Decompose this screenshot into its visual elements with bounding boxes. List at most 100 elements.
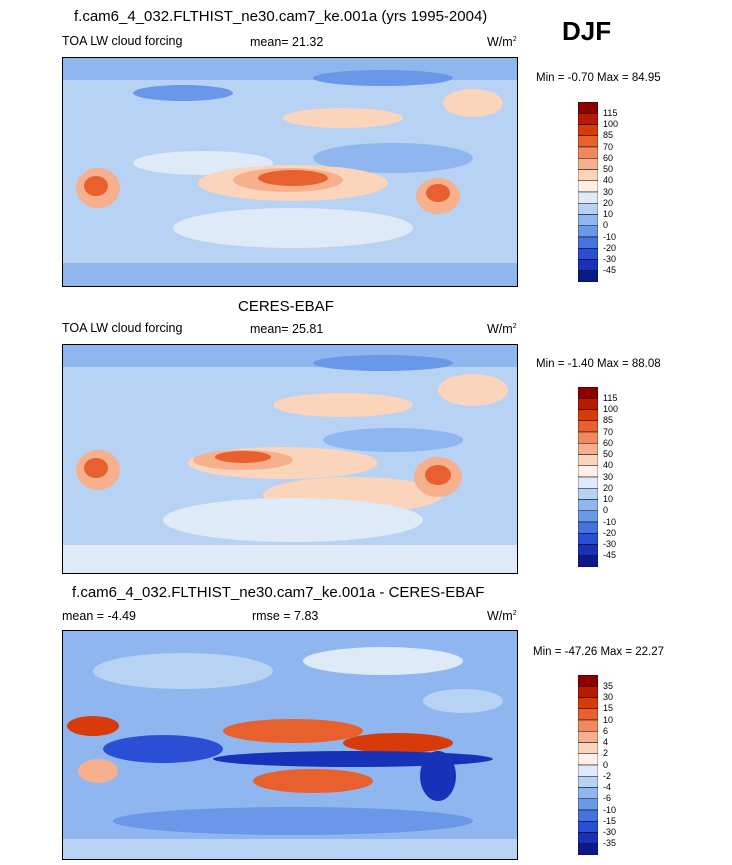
panel2-minmax: Min = -1.40 Max = 88.08 bbox=[536, 358, 661, 370]
colorbar-swatch bbox=[578, 798, 598, 811]
colorbar-tick-label: -30 bbox=[603, 827, 617, 837]
colorbar-tick-label: 30 bbox=[603, 471, 614, 482]
colorbar-swatch bbox=[578, 708, 598, 721]
colorbar-swatch bbox=[578, 420, 598, 433]
panel3-map bbox=[62, 630, 518, 860]
colorbar-tick-label: 10 bbox=[603, 209, 614, 219]
panel2-map bbox=[62, 344, 518, 574]
colorbar-swatch bbox=[578, 510, 598, 523]
colorbar-swatch bbox=[578, 398, 598, 410]
colorbar-tick-label: 2 bbox=[603, 748, 609, 759]
colorbar-swatch bbox=[578, 203, 598, 215]
colorbar-swatch bbox=[578, 753, 598, 766]
colorbar-swatch bbox=[578, 113, 598, 125]
colorbar-tick-label: -10 bbox=[603, 516, 617, 527]
colorbar-tick-label: 50 bbox=[603, 449, 614, 459]
colorbar-tick-label: 70 bbox=[603, 426, 614, 437]
colorbar-swatch bbox=[578, 102, 598, 114]
colorbar-tick-label: 15 bbox=[603, 703, 614, 714]
colorbar-tick-label: 85 bbox=[603, 415, 614, 426]
colorbar-tick-label: 30 bbox=[603, 186, 614, 197]
colorbar-tick-label: 0 bbox=[603, 220, 609, 231]
colorbar-tick-label: -30 bbox=[603, 254, 617, 264]
colorbar-tick-label: 40 bbox=[603, 175, 614, 186]
colorbar-swatch bbox=[578, 533, 598, 545]
colorbar-swatch bbox=[578, 158, 598, 170]
panel1-units: W/m2 bbox=[487, 35, 517, 49]
colorbar-swatch bbox=[578, 146, 598, 159]
colorbar-tick-label: -4 bbox=[603, 782, 612, 792]
colorbar-swatch bbox=[578, 499, 598, 511]
panel1-mean: mean= 21.32 bbox=[250, 35, 324, 49]
panel2-colorbar bbox=[578, 387, 598, 567]
colorbar-swatch bbox=[578, 555, 598, 567]
colorbar-tick-label: -2 bbox=[603, 770, 612, 781]
panel1-title: f.cam6_4_032.FLTHIST_ne30.cam7_ke.001a (… bbox=[74, 8, 488, 25]
colorbar-tick-label: -15 bbox=[603, 815, 617, 826]
colorbar-swatch bbox=[578, 731, 598, 743]
colorbar-swatch bbox=[578, 454, 598, 466]
colorbar-tick-label: -35 bbox=[603, 838, 617, 849]
colorbar-tick-label: 35 bbox=[603, 680, 614, 691]
panel3-colorbar bbox=[578, 675, 598, 855]
colorbar-swatch bbox=[578, 248, 598, 260]
colorbar-swatch bbox=[578, 776, 598, 788]
colorbar-tick-label: 60 bbox=[603, 152, 614, 163]
colorbar-tick-label: 10 bbox=[603, 494, 614, 504]
colorbar-tick-label: 4 bbox=[603, 737, 609, 747]
panel3-rmse: rmse = 7.83 bbox=[252, 609, 319, 623]
colorbar-tick-label: -30 bbox=[603, 539, 617, 549]
colorbar-swatch bbox=[578, 124, 598, 136]
colorbar-tick-label: 100 bbox=[603, 119, 619, 129]
panel2-title: CERES-EBAF bbox=[238, 298, 334, 315]
colorbar-swatch bbox=[578, 214, 598, 226]
colorbar-swatch bbox=[578, 476, 598, 489]
panel1-variable-label: TOA LW cloud forcing bbox=[62, 34, 183, 48]
colorbar-tick-label: -20 bbox=[603, 527, 617, 538]
panel3-mean: mean = -4.49 bbox=[62, 609, 137, 623]
colorbar-swatch bbox=[578, 521, 598, 534]
colorbar-swatch bbox=[578, 488, 598, 500]
colorbar-tick-label: -10 bbox=[603, 231, 617, 242]
colorbar-tick-label: 100 bbox=[603, 404, 619, 414]
colorbar-tick-label: -10 bbox=[603, 804, 617, 815]
colorbar-swatch bbox=[578, 843, 598, 855]
colorbar-tick-label: 115 bbox=[603, 392, 618, 403]
colorbar-swatch bbox=[578, 742, 598, 754]
panel1-map bbox=[62, 57, 518, 287]
panel1-heatmap bbox=[63, 58, 517, 286]
colorbar-swatch bbox=[578, 719, 598, 732]
colorbar-tick-label: 20 bbox=[603, 482, 614, 493]
colorbar-swatch bbox=[578, 409, 598, 421]
panel2-heatmap bbox=[63, 345, 517, 573]
colorbar-swatch bbox=[578, 675, 598, 687]
colorbar-swatch bbox=[578, 832, 598, 844]
season-label: DJF bbox=[562, 16, 612, 46]
colorbar-swatch bbox=[578, 135, 598, 148]
colorbar-swatch bbox=[578, 544, 598, 556]
colorbar-tick-label: -6 bbox=[603, 793, 612, 804]
colorbar-tick-label: 30 bbox=[603, 692, 614, 702]
panel3-title: f.cam6_4_032.FLTHIST_ne30.cam7_ke.001a -… bbox=[72, 584, 485, 601]
colorbar-tick-label: 0 bbox=[603, 759, 609, 770]
colorbar-tick-label: 40 bbox=[603, 460, 614, 471]
colorbar-swatch bbox=[578, 764, 598, 777]
colorbar-tick-label: 6 bbox=[603, 725, 609, 736]
colorbar-swatch bbox=[578, 787, 598, 799]
colorbar-tick-label: 10 bbox=[603, 714, 614, 725]
panel1-colorbar bbox=[578, 102, 598, 282]
colorbar-swatch bbox=[578, 169, 598, 181]
colorbar-swatch bbox=[578, 270, 598, 282]
colorbar-tick-label: 0 bbox=[603, 505, 609, 516]
colorbar-swatch bbox=[578, 191, 598, 204]
colorbar-tick-label: 115 bbox=[603, 107, 618, 118]
panel1-minmax: Min = -0.70 Max = 84.95 bbox=[536, 72, 661, 84]
colorbar-swatch bbox=[578, 180, 598, 193]
panel2-mean: mean= 25.81 bbox=[250, 322, 324, 336]
colorbar-tick-label: -45 bbox=[603, 550, 617, 561]
colorbar-swatch bbox=[578, 387, 598, 399]
colorbar-tick-label: -45 bbox=[603, 265, 617, 276]
colorbar-swatch bbox=[578, 225, 598, 238]
colorbar-tick-label: 85 bbox=[603, 130, 614, 141]
colorbar-tick-label: 60 bbox=[603, 437, 614, 448]
